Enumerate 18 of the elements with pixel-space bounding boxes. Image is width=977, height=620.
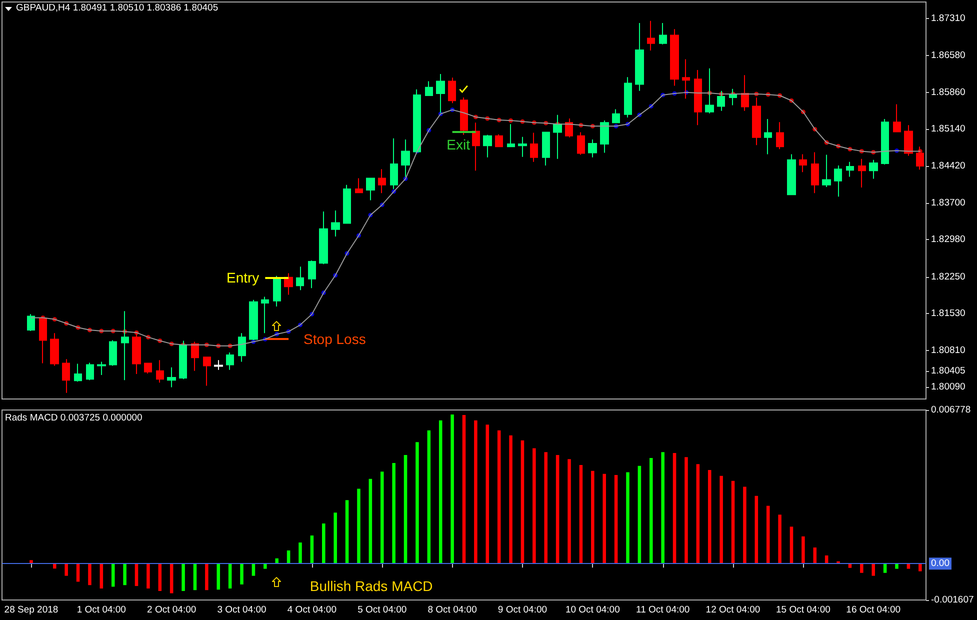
chart-title: Rads MACD 0.003725 0.000000 <box>5 412 142 424</box>
x-tick-label: 2 Oct 04:00 <box>147 604 196 616</box>
x-tick-label: 12 Oct 04:00 <box>706 604 760 616</box>
x-tick-label: 11 Oct 04:00 <box>636 604 690 616</box>
x-tick-label: 28 Sep 2018 <box>4 604 58 616</box>
x-tick-label: 10 Oct 04:00 <box>565 604 620 616</box>
y-tick-label: 0.006778 <box>931 404 971 416</box>
x-tick-label: 4 Oct 04:00 <box>287 604 337 616</box>
x-tick-label: 16 Oct 04:00 <box>846 604 901 616</box>
x-tick-label: 5 Oct 04:00 <box>358 604 407 616</box>
x-tick-label: 8 Oct 04:00 <box>428 604 477 616</box>
x-tick-label: 1 Oct 04:00 <box>76 604 126 616</box>
x-tick-label: 3 Oct 04:00 <box>217 604 266 616</box>
annotation: Bullish Rads MACD <box>310 578 433 594</box>
x-tick-label: 15 Oct 04:00 <box>776 604 830 616</box>
y-tick-label: -0.001607 <box>931 594 974 606</box>
ref-line-label: 0.00 <box>931 558 950 570</box>
x-tick-label: 9 Oct 04:00 <box>498 604 548 616</box>
